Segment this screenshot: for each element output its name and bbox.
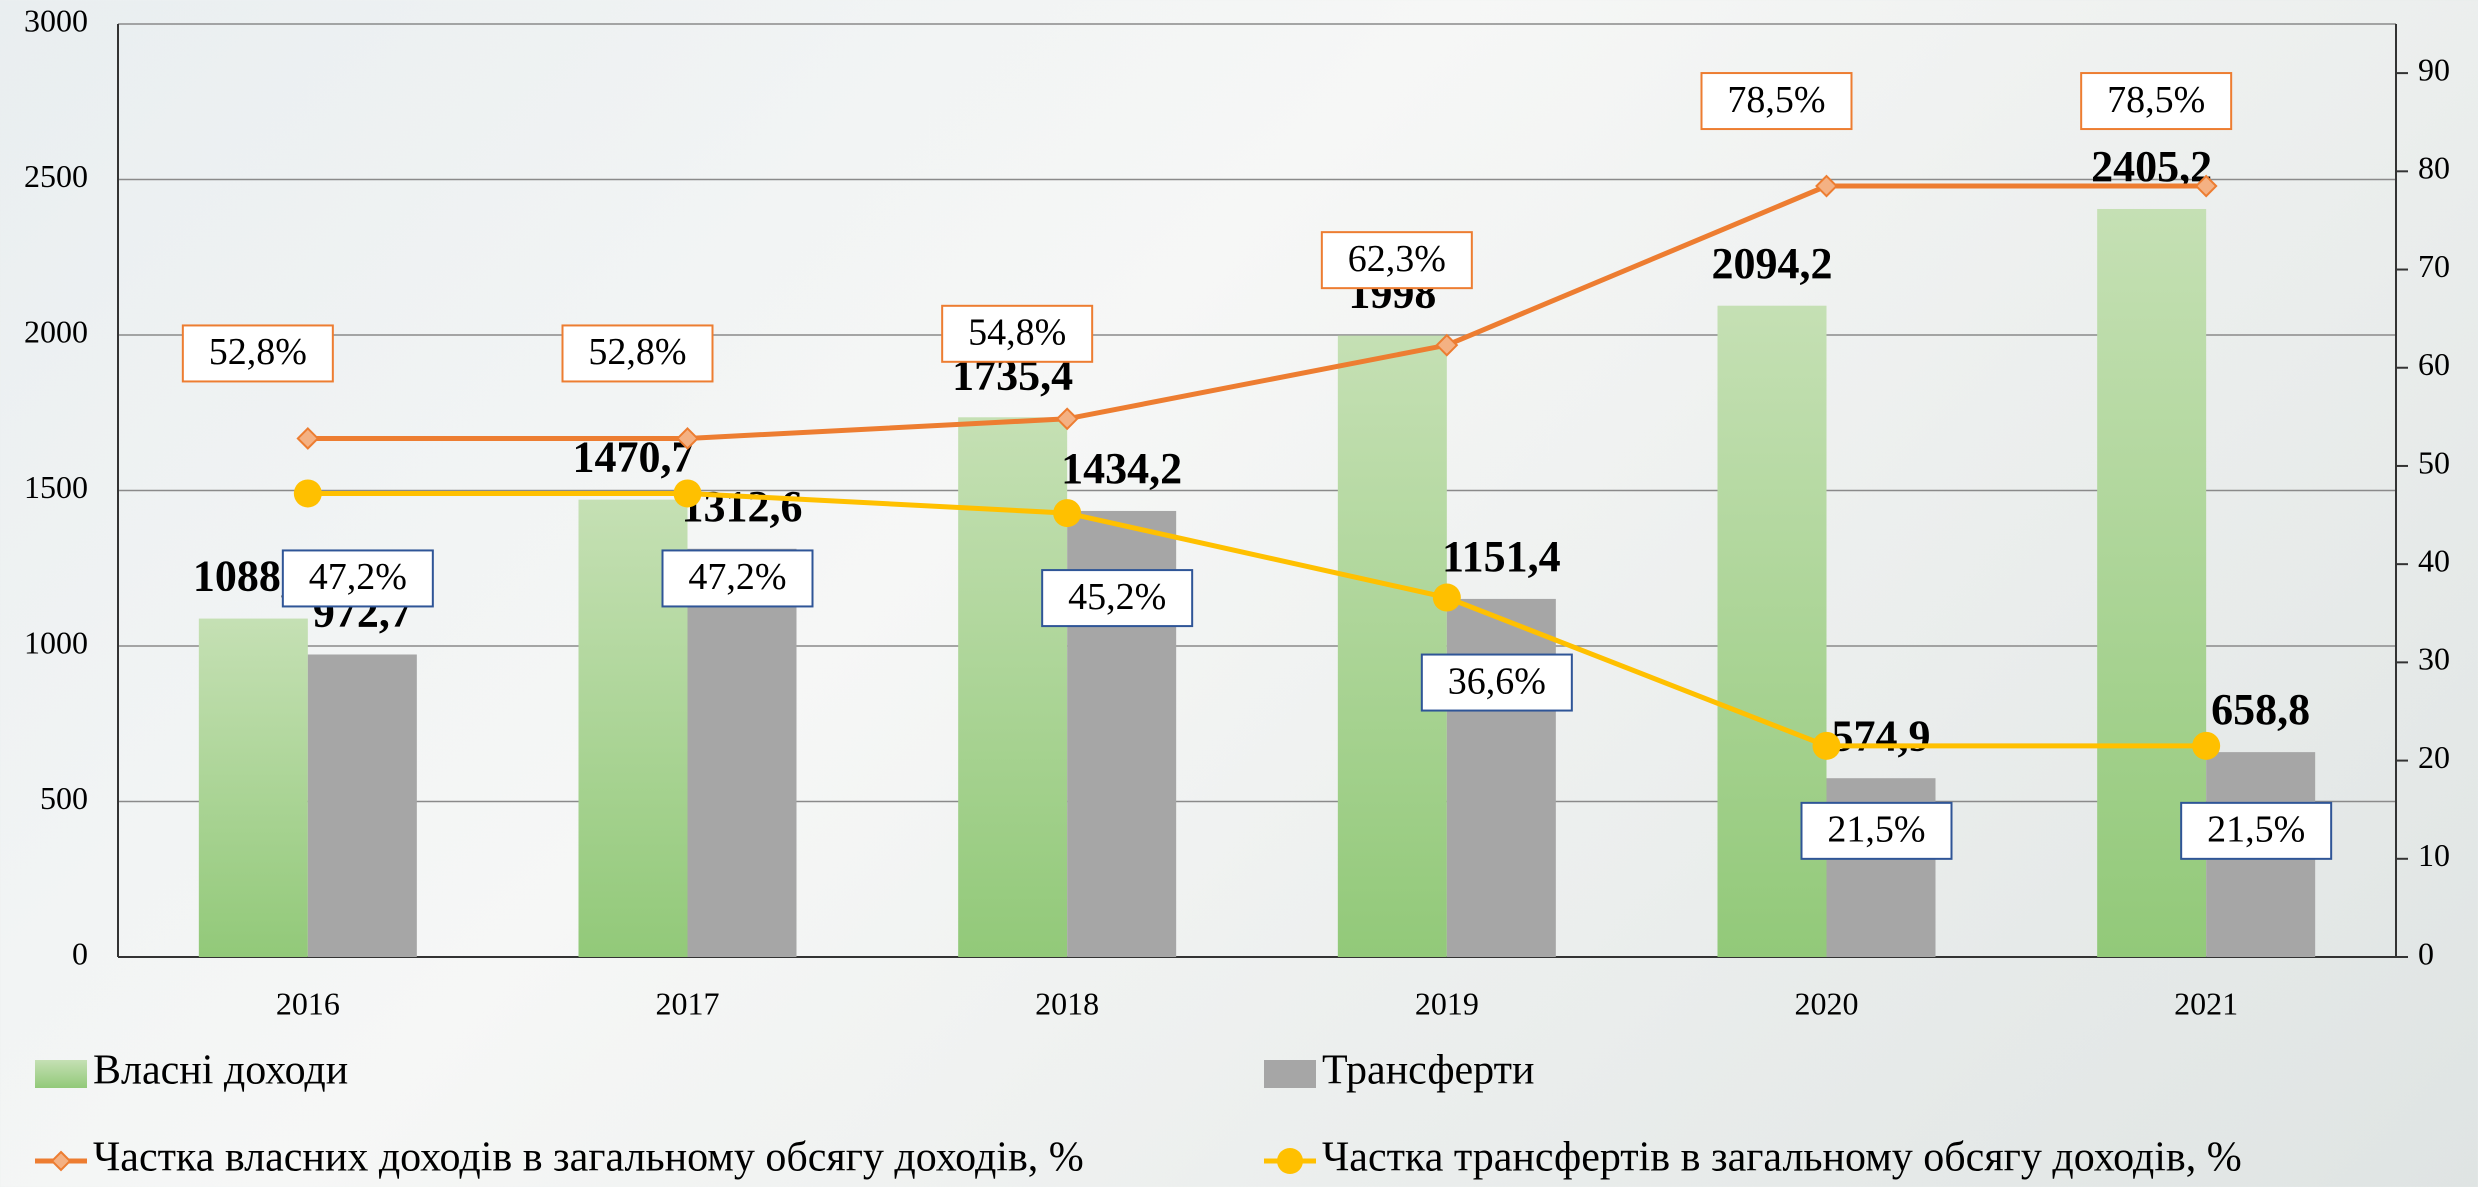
bar-value-label: 1312,6 (682, 482, 803, 531)
line-value-label: 62,3% (1348, 238, 1446, 280)
y-tick-label: 1500 (24, 469, 88, 505)
bar (1337, 335, 1447, 957)
marker (296, 427, 320, 450)
legend-label: Частка трансфертів в загальному обсягу д… (1322, 1135, 2242, 1181)
y2-tick-label: 10 (2418, 837, 2450, 873)
value-label-box (1420, 653, 1573, 712)
bar (687, 548, 797, 957)
y2-tick-label: 0 (2418, 935, 2434, 971)
y2-tick-label: 90 (2418, 51, 2450, 87)
value-label-box (281, 549, 434, 608)
y2-tick-label: 60 (2418, 346, 2450, 382)
line-value-label: 54,8% (968, 312, 1066, 354)
line-value-label: 78,5% (2107, 79, 2205, 121)
legend-marker (1277, 1148, 1303, 1174)
bar (307, 654, 417, 957)
marker (676, 427, 699, 450)
y-tick-label: 2500 (24, 158, 88, 194)
y2-tick-label: 40 (2418, 543, 2450, 579)
bar-value-label: 2405,2 (2091, 142, 2212, 191)
value-label-box (1700, 72, 1853, 131)
marker (1815, 174, 1838, 198)
bar-value-label: 658,8 (2211, 685, 2310, 734)
line-value-label: 78,5% (1727, 79, 1825, 121)
bar-value-label: 2094,2 (1712, 239, 1833, 288)
marker (673, 479, 702, 508)
marker (293, 479, 322, 508)
bar (198, 618, 308, 957)
marker (2194, 174, 2218, 198)
bar-value-label: 574,9 (1832, 711, 1931, 760)
line-value-label: 36,6% (1448, 660, 1546, 702)
x-tick-label: 2016 (276, 985, 340, 1021)
x-tick-label: 2020 (1795, 985, 1859, 1021)
marker (2192, 731, 2221, 760)
line-value-label: 52,8% (209, 331, 307, 373)
value-label-box (2180, 801, 2333, 860)
line-value-label: 45,2% (1068, 576, 1166, 618)
marker (1053, 499, 1082, 528)
bar (958, 417, 1068, 957)
value-label-box (2080, 72, 2233, 131)
y-tick-label: 2000 (24, 313, 88, 349)
x-tick-label: 2019 (1415, 985, 1479, 1021)
y-tick-label: 1000 (24, 624, 88, 660)
legend-swatch (1264, 1060, 1316, 1088)
legend-label: Частка власних доходів в загальному обся… (93, 1135, 1084, 1181)
bar-value-label: 1151,4 (1442, 532, 1561, 581)
bar-value-label: 1434,2 (1061, 444, 1182, 493)
x-tick-label: 2018 (1035, 985, 1099, 1021)
y-tick-label: 3000 (24, 2, 88, 38)
y2-tick-label: 20 (2418, 739, 2450, 775)
y2-tick-label: 70 (2418, 248, 2450, 284)
marker (1432, 583, 1461, 612)
line-value-label: 47,2% (688, 556, 786, 598)
line (307, 490, 2207, 749)
line-value-label: 52,8% (588, 331, 686, 373)
value-label-box (1800, 801, 1953, 860)
bar (1446, 598, 1556, 957)
y2-tick-label: 30 (2418, 641, 2450, 677)
legend-label: Трансферти (1322, 1048, 1534, 1094)
value-label-box (561, 324, 714, 383)
y2-tick-label: 80 (2418, 150, 2450, 186)
line-value-label: 47,2% (309, 556, 407, 598)
x-tick-label: 2017 (656, 985, 720, 1021)
value-label-box (1041, 569, 1194, 628)
y-tick-label: 0 (72, 935, 88, 971)
line-value-label: 21,5% (2207, 809, 2305, 851)
x-tick-label: 2021 (2174, 985, 2238, 1021)
value-label-box (661, 549, 814, 608)
line (307, 183, 2207, 441)
marker (1435, 333, 1459, 357)
value-label-box (1320, 231, 1473, 290)
line-value-label: 21,5% (1827, 809, 1925, 851)
marker (1055, 407, 1079, 431)
value-label-box (941, 304, 1094, 363)
legend-marker (50, 1150, 72, 1172)
marker (1812, 731, 1841, 760)
y2-tick-label: 50 (2418, 444, 2450, 480)
value-label-box (181, 324, 334, 383)
legend-label: Власні доходи (93, 1048, 348, 1094)
legend-swatch (35, 1060, 87, 1088)
y-tick-label: 500 (40, 780, 88, 816)
